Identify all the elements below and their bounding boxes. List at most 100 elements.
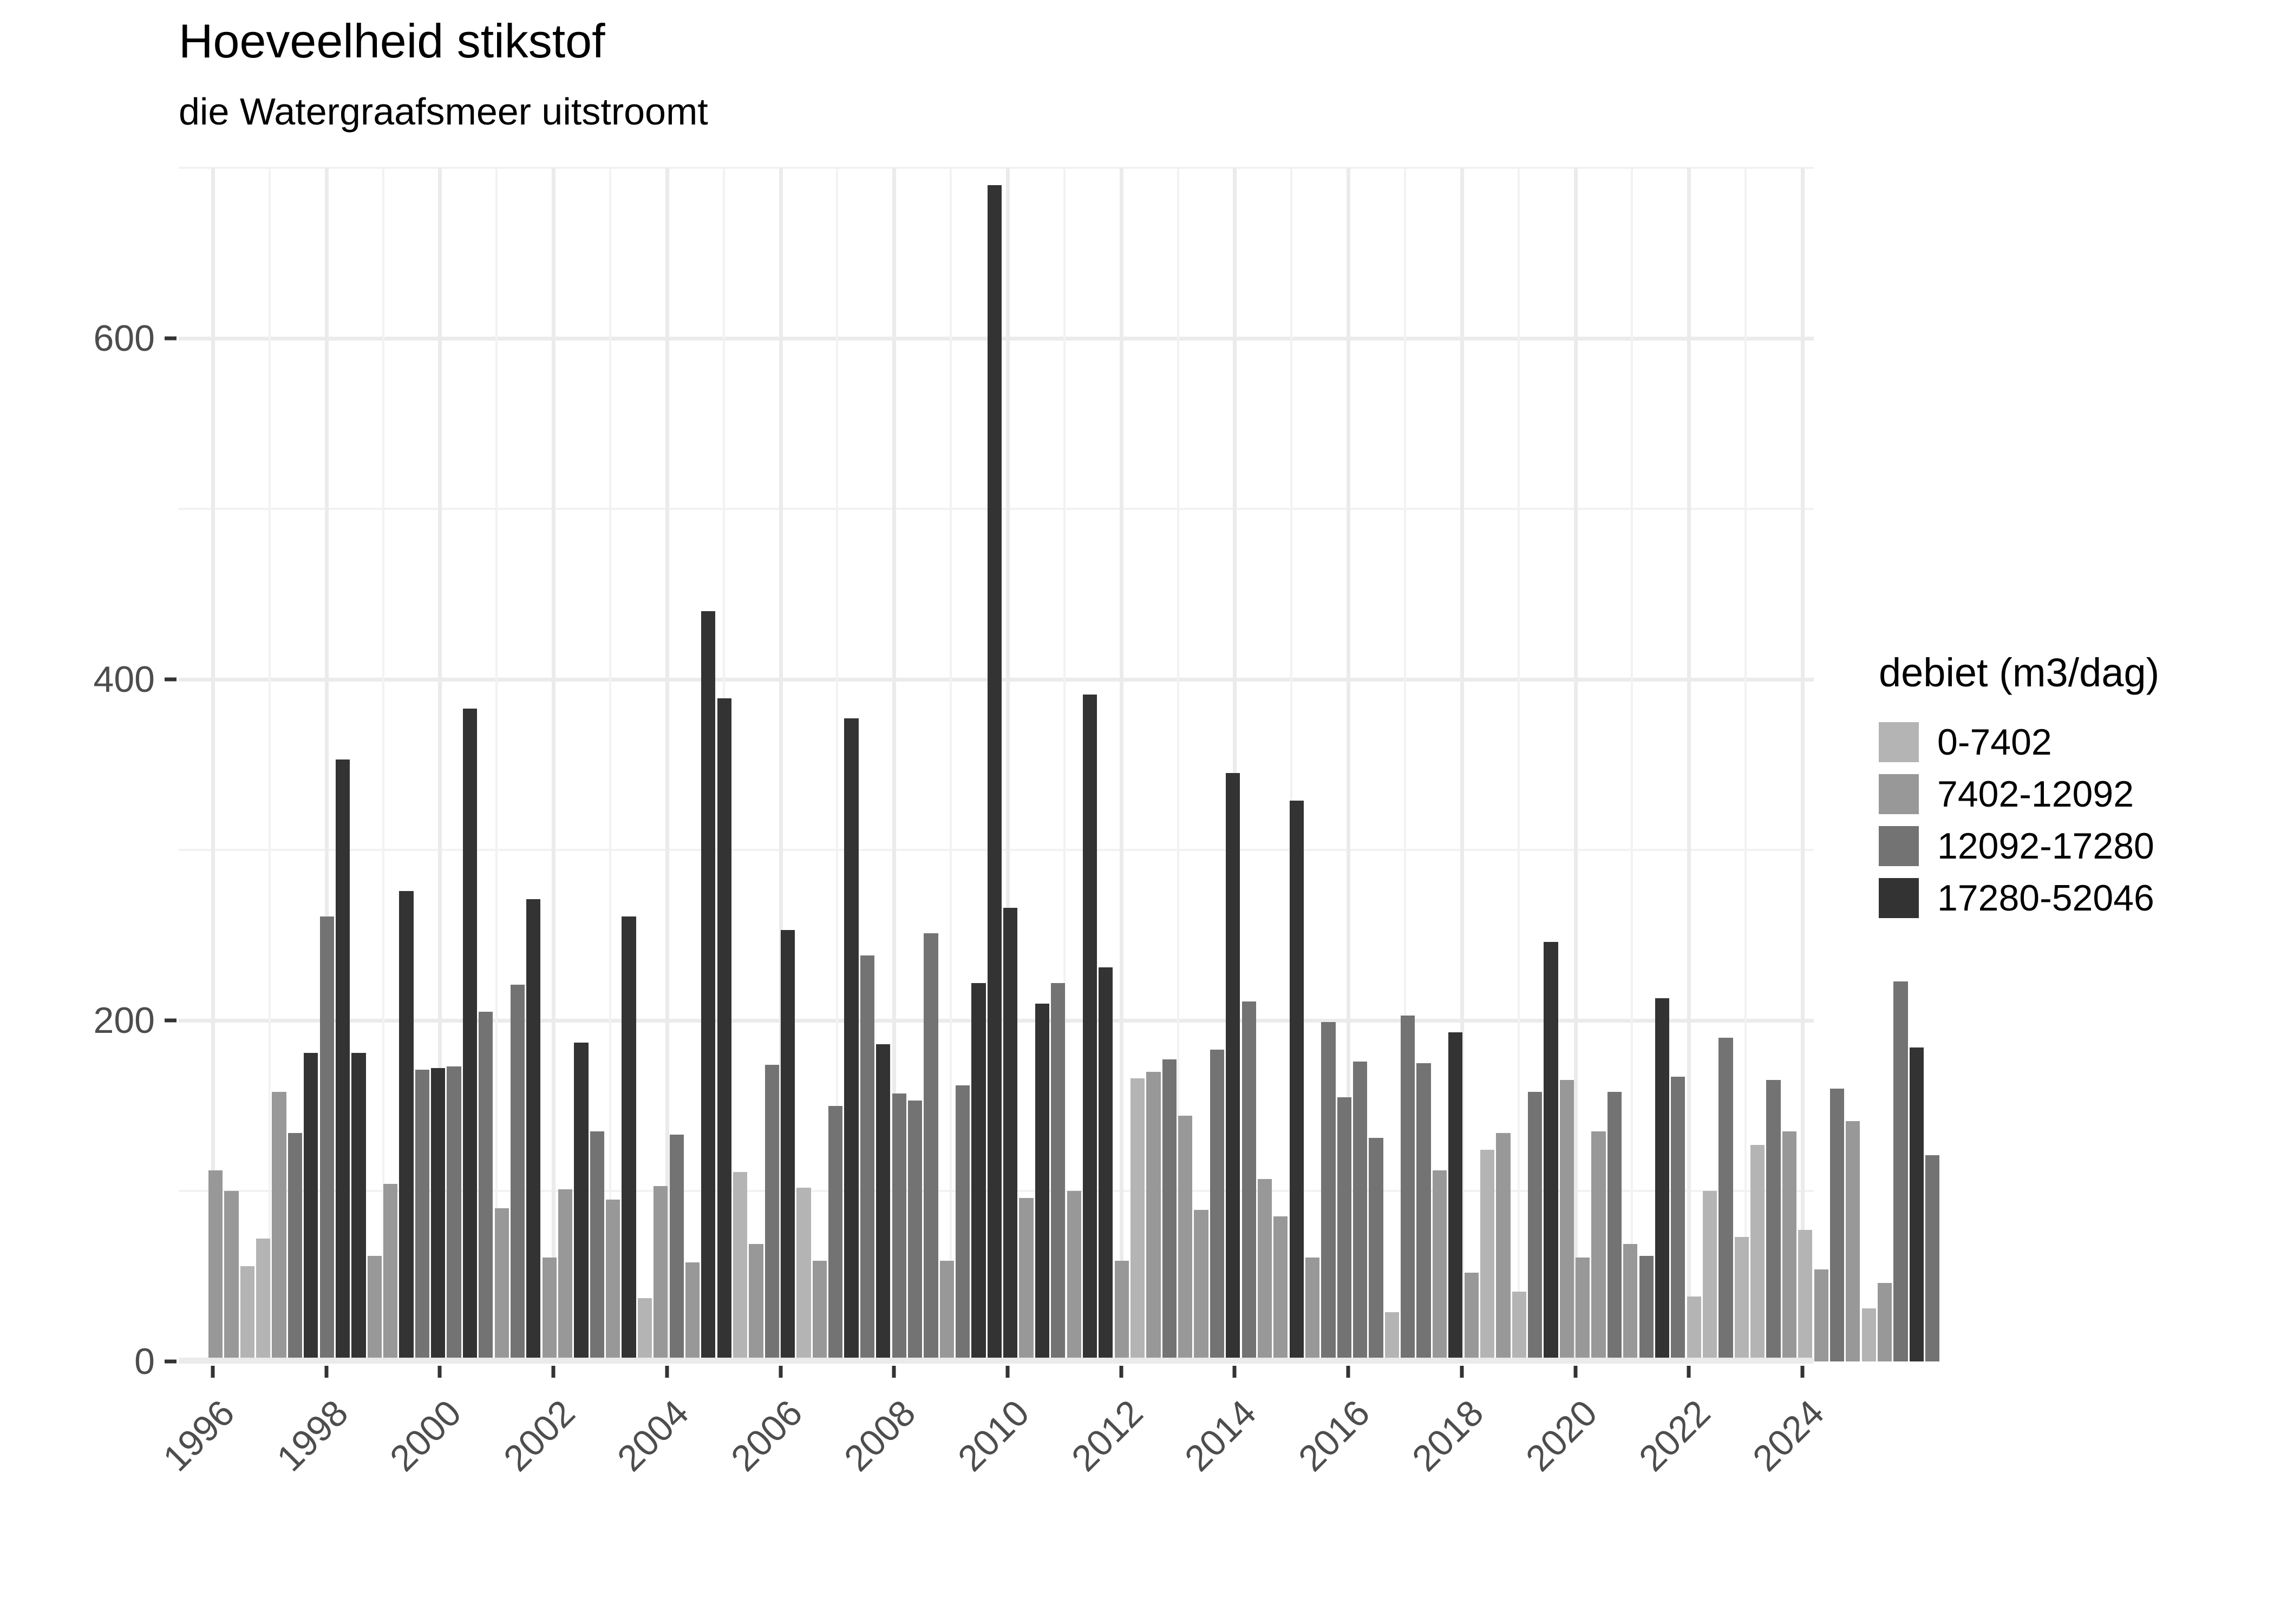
bar bbox=[1846, 1121, 1860, 1361]
axis-baseline bbox=[179, 1358, 1814, 1361]
gridline-minor-vertical bbox=[1290, 168, 1293, 1361]
bar bbox=[319, 916, 334, 1361]
bar bbox=[1099, 967, 1113, 1361]
bar bbox=[1480, 1150, 1495, 1361]
x-tick-mark bbox=[1119, 1366, 1123, 1378]
bar bbox=[510, 984, 525, 1361]
bar bbox=[1369, 1138, 1383, 1361]
x-tick-mark bbox=[324, 1366, 329, 1378]
bar bbox=[256, 1239, 271, 1361]
bar bbox=[367, 1255, 382, 1361]
gridline-minor-vertical bbox=[950, 168, 952, 1361]
bar bbox=[1623, 1243, 1638, 1361]
gridline-major-vertical bbox=[892, 168, 897, 1361]
bar bbox=[876, 1044, 891, 1361]
bar bbox=[971, 983, 986, 1361]
bar bbox=[1003, 908, 1018, 1361]
legend-items: 0-7402 7402-12092 12092-17280 17280-52046 bbox=[1879, 716, 2258, 924]
legend-item[interactable]: 0-7402 bbox=[1879, 716, 2258, 768]
gridline-major-vertical bbox=[552, 168, 556, 1361]
bar bbox=[447, 1066, 461, 1361]
bar bbox=[1401, 1015, 1415, 1361]
bar bbox=[1082, 695, 1097, 1361]
bar bbox=[1257, 1178, 1272, 1361]
bar bbox=[622, 916, 636, 1361]
y-tick-mark bbox=[165, 1359, 177, 1364]
bar bbox=[1321, 1022, 1336, 1361]
gridline-minor-horizontal bbox=[179, 167, 1814, 169]
legend-item[interactable]: 7402-12092 bbox=[1879, 768, 2258, 820]
bar bbox=[1687, 1296, 1701, 1361]
bar bbox=[1448, 1032, 1463, 1361]
y-tick-label: 200 bbox=[93, 1000, 155, 1041]
gridline-minor-vertical bbox=[382, 168, 384, 1361]
bar bbox=[1829, 1089, 1845, 1361]
bar bbox=[1766, 1080, 1781, 1361]
gridline-major-vertical bbox=[1687, 168, 1691, 1361]
bar bbox=[1925, 1155, 1940, 1361]
gridline-minor-vertical bbox=[1517, 168, 1520, 1361]
x-tick-mark bbox=[1232, 1366, 1237, 1378]
bar bbox=[1814, 1269, 1828, 1361]
bar bbox=[1576, 1257, 1590, 1361]
gridline-minor-vertical bbox=[268, 168, 271, 1361]
legend-item[interactable]: 12092-17280 bbox=[1879, 820, 2258, 872]
bar bbox=[462, 708, 478, 1361]
bar bbox=[844, 718, 859, 1361]
bar bbox=[1798, 1230, 1813, 1361]
legend-item[interactable]: 17280-52046 bbox=[1879, 872, 2258, 924]
bar bbox=[637, 1298, 652, 1361]
bar bbox=[272, 1092, 286, 1361]
gridline-major-vertical bbox=[211, 168, 215, 1361]
bar bbox=[1655, 998, 1670, 1361]
gridline-major-vertical bbox=[1573, 168, 1578, 1361]
bar bbox=[1607, 1092, 1622, 1361]
bar bbox=[939, 1261, 954, 1361]
bar bbox=[733, 1172, 748, 1361]
bar bbox=[924, 933, 938, 1361]
x-tick-mark bbox=[1687, 1366, 1691, 1378]
x-tick-mark bbox=[1573, 1366, 1578, 1378]
gridline-minor-vertical bbox=[1744, 168, 1747, 1361]
bar bbox=[1226, 773, 1240, 1361]
bar bbox=[1464, 1273, 1479, 1361]
gridline-major-vertical bbox=[324, 168, 329, 1361]
bar bbox=[1305, 1257, 1320, 1361]
x-tick-mark bbox=[779, 1366, 783, 1378]
bar bbox=[224, 1191, 239, 1361]
legend-item-label: 17280-52046 bbox=[1937, 878, 2154, 919]
bar bbox=[1051, 983, 1066, 1361]
bar bbox=[1718, 1037, 1733, 1361]
bar bbox=[1353, 1061, 1368, 1361]
gridline-minor-vertical bbox=[1631, 168, 1633, 1361]
bar bbox=[781, 930, 795, 1361]
gridline-minor-vertical bbox=[836, 168, 839, 1361]
bar bbox=[749, 1243, 763, 1361]
chart-title: Hoeveelheid stikstof bbox=[179, 14, 605, 68]
bar bbox=[1130, 1078, 1145, 1361]
gridline-minor-vertical bbox=[495, 168, 498, 1361]
y-tick-label: 400 bbox=[93, 659, 155, 700]
y-tick-mark bbox=[165, 677, 177, 682]
y-tick-label: 0 bbox=[134, 1341, 155, 1382]
x-tick-mark bbox=[1346, 1366, 1350, 1378]
bar bbox=[351, 1052, 366, 1361]
bar bbox=[1591, 1131, 1606, 1361]
bar bbox=[1877, 1283, 1892, 1361]
x-tick-mark bbox=[665, 1366, 669, 1378]
bar bbox=[1893, 981, 1908, 1361]
x-tick-mark bbox=[1800, 1366, 1805, 1378]
y-tick-mark bbox=[165, 1018, 177, 1023]
bar bbox=[717, 698, 731, 1361]
bar bbox=[1114, 1261, 1129, 1361]
gridline-major-horizontal bbox=[179, 1360, 1814, 1364]
bar bbox=[1702, 1191, 1717, 1361]
legend-title: debiet (m3/dag) bbox=[1879, 650, 2160, 695]
bar bbox=[287, 1132, 303, 1361]
gridline-major-vertical bbox=[779, 168, 783, 1361]
bar bbox=[1162, 1059, 1177, 1361]
bar bbox=[526, 899, 541, 1361]
bar bbox=[669, 1135, 684, 1361]
bar bbox=[907, 1101, 923, 1361]
